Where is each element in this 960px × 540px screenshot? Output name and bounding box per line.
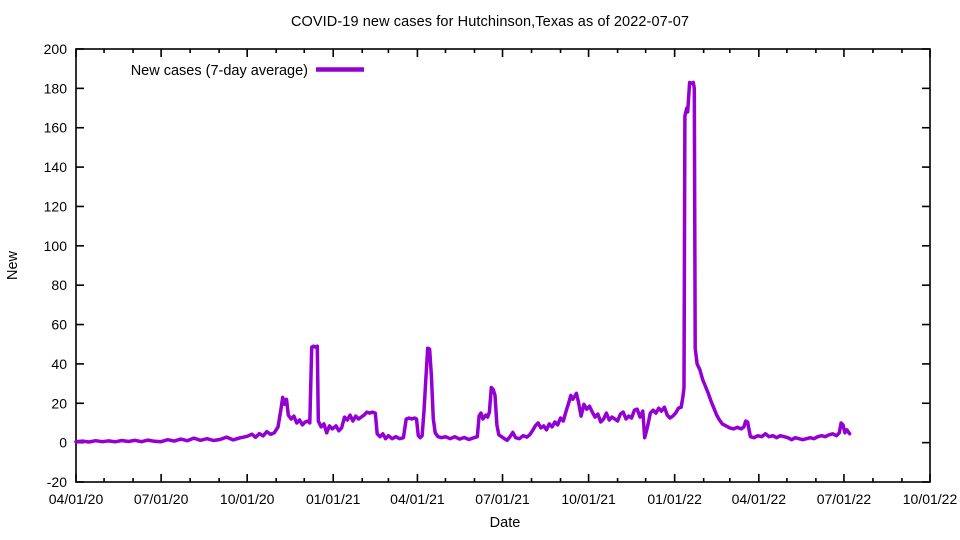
y-tick-label: 160 — [44, 120, 68, 136]
legend-label: New cases (7-day average) — [131, 63, 308, 79]
x-tick-label: 04/01/20 — [49, 491, 104, 507]
y-tick-label: 120 — [44, 198, 68, 214]
x-tick-label: 01/01/21 — [306, 491, 361, 507]
x-tick-label: 10/01/20 — [220, 491, 275, 507]
x-tick-label: 01/01/22 — [647, 491, 702, 507]
y-tick-label: 180 — [44, 80, 68, 96]
y-tick-label: 40 — [51, 356, 67, 372]
x-tick-label: 07/01/21 — [475, 491, 530, 507]
x-axis-label: Date — [490, 515, 521, 531]
y-tick-label: 20 — [51, 395, 67, 411]
x-tick-label: 10/01/22 — [903, 491, 958, 507]
x-tick-label: 04/01/21 — [390, 491, 445, 507]
y-tick-label: 80 — [51, 277, 67, 293]
y-tick-label: 140 — [44, 159, 68, 175]
chart-title: COVID-19 new cases for Hutchinson,Texas … — [290, 14, 690, 30]
x-tick-label: 10/01/21 — [561, 491, 616, 507]
y-tick-label: 100 — [44, 238, 68, 254]
y-tick-label: 0 — [59, 435, 67, 451]
x-tick-label: 04/01/22 — [732, 491, 787, 507]
series-line — [74, 80, 852, 444]
y-tick-label: 200 — [44, 41, 68, 57]
x-tick-label: 07/01/20 — [134, 491, 189, 507]
y-tick-label: 60 — [51, 317, 67, 333]
y-tick-label: -20 — [47, 474, 67, 490]
x-tick-label: 07/01/22 — [817, 491, 872, 507]
y-axis-label: New — [5, 250, 21, 280]
plot-border — [75, 48, 931, 483]
